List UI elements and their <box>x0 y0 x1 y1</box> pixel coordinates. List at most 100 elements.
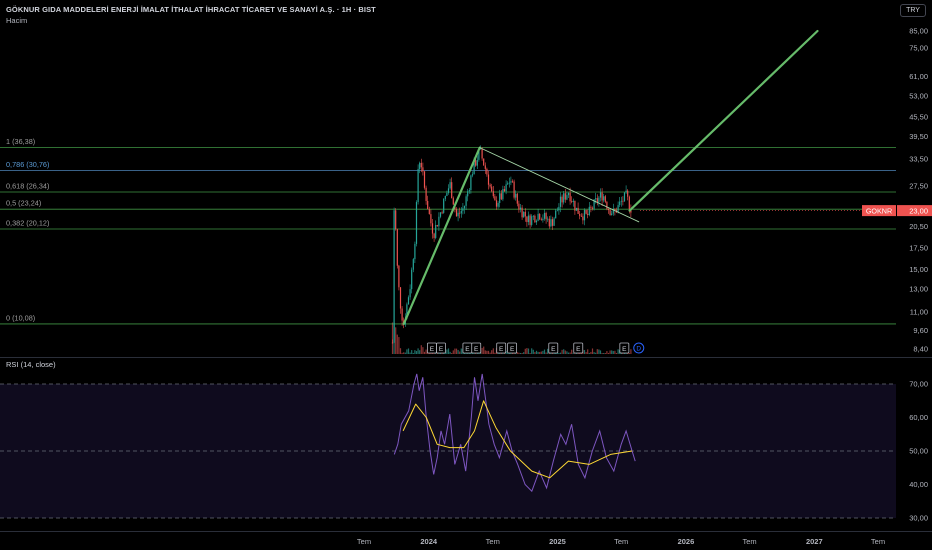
candle-body <box>619 201 621 206</box>
volume-bar <box>537 351 539 354</box>
candle-body <box>417 168 419 203</box>
candle-body <box>516 193 518 204</box>
rsi-tick-label: 40,00 <box>909 480 928 489</box>
price-tick-label: 17,50 <box>909 244 928 253</box>
volume-label: Hacim <box>6 16 28 25</box>
volume-bar <box>615 353 618 354</box>
candle-body <box>399 287 402 309</box>
volume-bar <box>487 350 490 354</box>
volume-bar <box>534 352 536 354</box>
candle-body <box>598 197 600 203</box>
candle-body <box>607 208 610 211</box>
candle-body <box>543 212 546 219</box>
candle-body <box>599 192 602 198</box>
time-tick-label: Tem <box>871 537 885 546</box>
candle-body <box>547 218 549 220</box>
volume-bar <box>579 353 581 354</box>
candle-body <box>467 191 469 197</box>
candle-body <box>433 233 435 238</box>
candle-body <box>455 209 458 217</box>
grid-layer <box>0 357 932 532</box>
time-tick-label: Tem <box>743 537 757 546</box>
candle-body <box>603 196 605 201</box>
earnings-marker-label: E <box>439 346 444 353</box>
volume-bar <box>519 353 522 354</box>
chart-title: GÖKNUR GIDA MADDELERİ ENERJİ İMALAT İTHA… <box>6 5 376 14</box>
candle-body <box>439 212 442 217</box>
currency-button[interactable]: TRY <box>900 4 926 17</box>
candle-body <box>580 215 582 217</box>
volume-bar <box>593 352 595 354</box>
candle-body <box>566 195 568 200</box>
volume-bar <box>419 350 421 354</box>
rsi-label: RSI (14, close) <box>6 360 56 369</box>
price-tick-label: 13,00 <box>909 284 928 293</box>
candle-body <box>427 200 429 210</box>
time-tick-label: Tem <box>486 537 500 546</box>
candle-body <box>505 184 507 192</box>
candle-body <box>542 218 544 221</box>
candle-body <box>446 192 448 197</box>
volume-bar <box>443 353 445 354</box>
candle-body <box>412 259 414 270</box>
volume-bar <box>527 348 530 354</box>
candle-body <box>407 297 410 305</box>
candle-body <box>564 193 566 200</box>
volume-bar <box>486 350 488 354</box>
time-tick-label: 2026 <box>678 537 695 546</box>
volume-bar <box>551 353 554 354</box>
candle-body <box>415 202 418 244</box>
volume-bar <box>539 352 541 354</box>
candle-body <box>508 182 510 184</box>
time-tick-label: Tem <box>357 537 371 546</box>
earnings-marker <box>471 342 482 354</box>
candle-body <box>585 209 587 214</box>
fib-level-label: 0,5 (23,24) <box>6 199 41 208</box>
candle-body <box>537 213 539 221</box>
candle-body <box>596 198 598 203</box>
candle-body <box>419 162 421 169</box>
candle-body <box>555 210 557 219</box>
candle-body <box>587 213 589 216</box>
candle-body <box>558 206 560 211</box>
volume-bar <box>425 349 427 354</box>
candle-body <box>409 289 411 298</box>
candle-body <box>612 208 614 214</box>
volume-bar <box>601 353 603 354</box>
volume-bar <box>542 350 544 354</box>
volume-bar <box>523 352 525 354</box>
volume-bar <box>567 352 570 354</box>
candle-body <box>535 220 538 223</box>
candle-body <box>572 200 574 202</box>
volume-bar <box>617 349 619 354</box>
candle-body <box>395 210 397 230</box>
volume-bar <box>455 348 458 354</box>
volume-bar <box>598 349 600 354</box>
earnings-marker-label: E <box>510 346 515 353</box>
volume-bar <box>505 350 507 354</box>
candle-body <box>623 192 626 202</box>
volume-bar <box>399 348 402 354</box>
volume-bar <box>591 348 594 354</box>
candle-body <box>545 212 547 220</box>
earnings-marker <box>436 342 446 354</box>
candle-body <box>540 219 542 221</box>
earnings-marker-label: E <box>465 346 470 353</box>
candle-body <box>617 205 619 213</box>
volume-bar <box>497 353 499 354</box>
trend-line <box>479 147 640 223</box>
candle-body <box>628 196 630 210</box>
volume-bar <box>518 352 520 354</box>
volume-bar <box>423 351 426 354</box>
candle-body <box>601 192 603 201</box>
price-tick-label: 11,00 <box>910 307 928 316</box>
volume-bar <box>415 351 418 354</box>
candle-body <box>441 212 443 214</box>
volume-bar <box>540 351 542 354</box>
candle-body <box>567 192 570 196</box>
volume-bar <box>545 352 547 354</box>
time-tick-label: 2025 <box>549 537 566 546</box>
volume-bar <box>604 353 606 354</box>
time-tick-label: 2027 <box>806 537 823 546</box>
